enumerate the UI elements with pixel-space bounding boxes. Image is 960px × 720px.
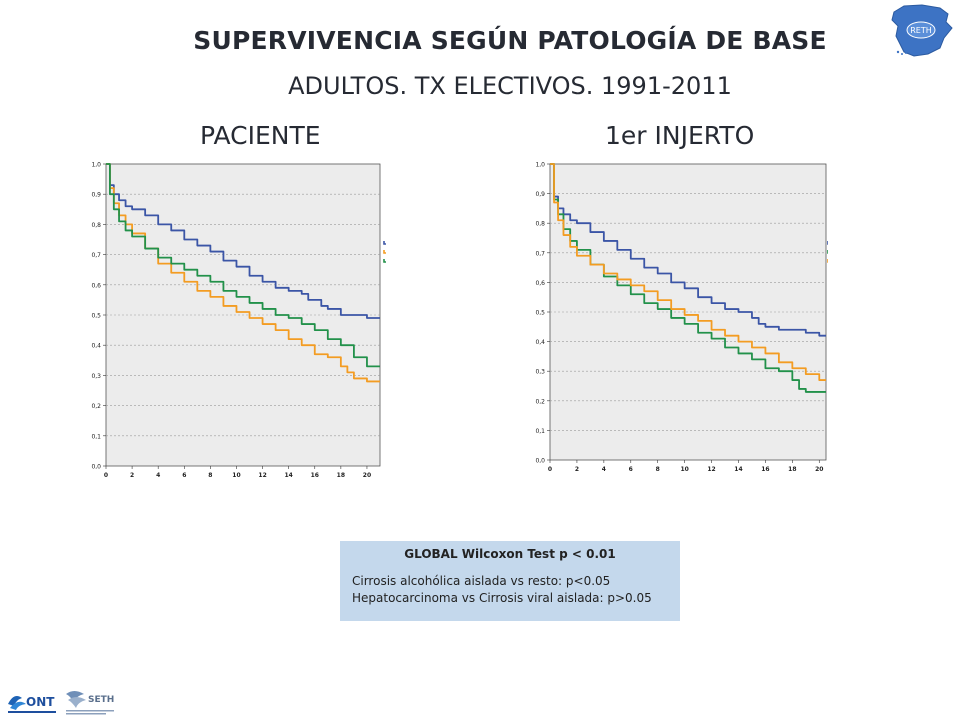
y-tick-label: 0,5 [91, 313, 101, 320]
x-tick-label: 8 [208, 472, 212, 479]
x-tick-label: 16 [311, 472, 319, 479]
y-tick-label: 0,1 [535, 428, 545, 435]
x-tick-label: 6 [182, 472, 186, 479]
stats-line-2: Hepatocarcinoma vs Cirrosis viral aislad… [352, 591, 652, 605]
y-tick-label: 0,4 [535, 339, 545, 346]
left-panel-title: PACIENTE [200, 121, 321, 150]
survival-chart-paciente: 0,0 0,1 0,2 0,3 0,4 0,5 0,6 0,7 0,8 0,9 1,0 0 2 4 6 8 10… [91, 162, 386, 479]
ont-logo: ONT [8, 695, 56, 713]
y-tick-label: 0,3 [535, 369, 545, 376]
subtitle: ADULTOS. TX ELECTIVOS. 1991-2011 [288, 72, 732, 100]
x-tick-label: 14 [734, 466, 742, 473]
stats-title: GLOBAL Wilcoxon Test p < 0.01 [404, 547, 616, 561]
stats-box: GLOBAL Wilcoxon Test p < 0.01 Cirrosis a… [340, 541, 680, 621]
survival-chart-injerto: 0,0 0,1 0,2 0,3 0,4 0,5 0,6 0,7 0,8 0,9 1,0 0 2 4 6 8 10… [535, 162, 828, 473]
x-tick-label: 20 [815, 466, 823, 473]
y-tick-label: 0,2 [535, 398, 545, 405]
y-tick-label: 0,4 [91, 343, 101, 350]
x-tick-label: 10 [680, 466, 688, 473]
x-tick-label: 2 [575, 466, 579, 473]
stats-line-1: Cirrosis alcohólica aislada vs resto: p<… [352, 574, 611, 588]
y-tick-label: 0,7 [535, 250, 545, 257]
x-tick-label: 12 [707, 466, 715, 473]
x-tick-label: 10 [232, 472, 240, 479]
x-tick-label: 18 [788, 466, 796, 473]
series-line-2 [550, 163, 826, 381]
x-tick-label: 2 [130, 472, 134, 479]
x-tick-label: 14 [284, 472, 292, 479]
y-tick-label: 1,0 [91, 162, 101, 169]
legend-swatch [383, 259, 386, 263]
legend-swatch [383, 241, 386, 245]
y-tick-label: 0,9 [91, 192, 101, 199]
y-tick-label: 0,3 [91, 373, 101, 380]
y-tick-label: 0,8 [535, 221, 545, 228]
right-panel-title: 1er INJERTO [605, 121, 755, 150]
series-line-0 [106, 163, 380, 319]
x-tick-label: 18 [337, 472, 345, 479]
x-tick-label: 12 [258, 472, 266, 479]
y-tick-label: 1,0 [535, 162, 545, 169]
main-title: SUPERVIVENCIA SEGÚN PATOLOGÍA DE BASE [193, 26, 827, 55]
x-tick-label: 0 [104, 472, 108, 479]
reth-map-logo: RETH [891, 4, 953, 57]
legend-swatch [383, 250, 386, 254]
series-line-0 [550, 163, 826, 337]
seth-logo: SETH [66, 691, 114, 715]
x-tick-label: 0 [548, 466, 552, 473]
x-tick-label: 16 [761, 466, 769, 473]
series-line-2 [106, 163, 380, 368]
x-tick-label: 4 [156, 472, 160, 479]
y-tick-label: 0,8 [91, 222, 101, 229]
ont-logo-text: ONT [26, 695, 55, 709]
y-tick-label: 0,0 [91, 464, 101, 471]
y-tick-label: 0,7 [91, 252, 101, 259]
y-tick-label: 0,9 [535, 191, 545, 198]
y-tick-label: 0,0 [535, 458, 545, 465]
y-tick-label: 0,5 [535, 310, 545, 317]
y-tick-label: 0,6 [91, 282, 101, 289]
x-tick-label: 4 [602, 466, 606, 473]
x-tick-label: 20 [363, 472, 371, 479]
y-tick-label: 0,2 [91, 403, 101, 410]
x-tick-label: 8 [656, 466, 660, 473]
series-line-1 [106, 163, 380, 383]
seth-logo-text: SETH [88, 695, 114, 705]
reth-logo-text: RETH [910, 26, 932, 35]
y-tick-label: 0,6 [535, 280, 545, 287]
x-tick-label: 6 [629, 466, 633, 473]
y-tick-label: 0,1 [91, 433, 101, 440]
